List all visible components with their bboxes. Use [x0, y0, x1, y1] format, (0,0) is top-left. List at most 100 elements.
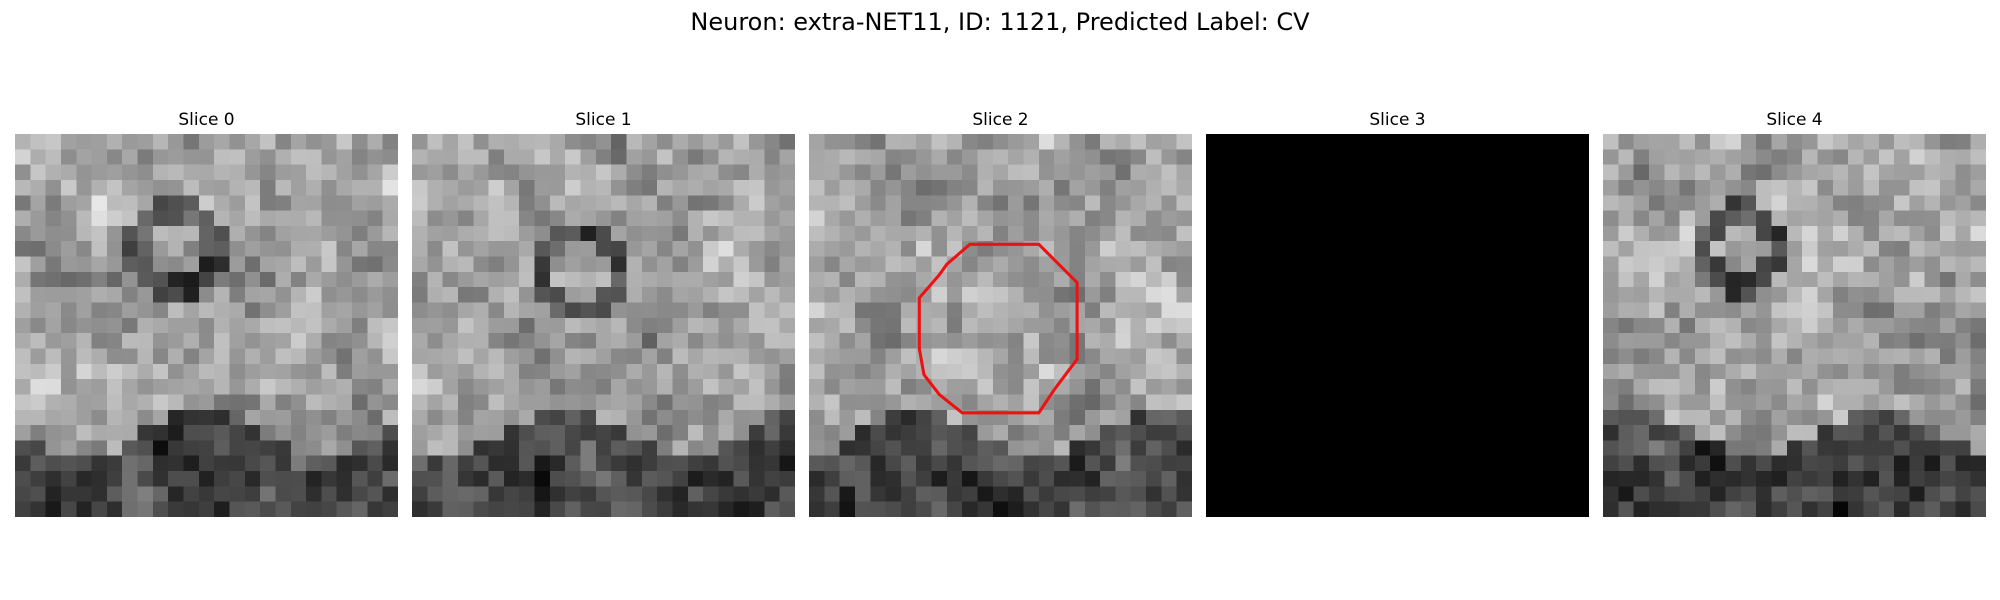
pixel: [183, 210, 200, 227]
pixel: [1725, 455, 1742, 472]
pixel: [779, 501, 795, 517]
pixel: [1756, 164, 1772, 181]
pixel: [580, 287, 597, 303]
pixel: [687, 333, 704, 349]
pixel: [1771, 317, 1788, 334]
pixel: [1817, 317, 1834, 334]
pixel: [1894, 471, 1910, 487]
pixel: [152, 241, 169, 257]
pixel: [1146, 195, 1162, 211]
pixel: [977, 287, 994, 303]
pixel: [1740, 287, 1757, 303]
pixel: [442, 179, 459, 196]
pixel: [870, 455, 886, 472]
pixel: [457, 440, 474, 457]
pixel: [122, 149, 138, 165]
pixel: [106, 440, 123, 457]
pixel: [1710, 348, 1726, 365]
pixel: [611, 287, 627, 303]
pixel: [1786, 225, 1803, 242]
slice-image-svg: [809, 134, 1192, 517]
pixel: [1863, 379, 1880, 395]
pixel: [106, 379, 123, 395]
pixel: [442, 501, 459, 517]
pixel: [137, 256, 154, 273]
pixel: [1130, 195, 1147, 211]
pixel: [106, 225, 123, 242]
pixel: [137, 225, 154, 242]
pixel: [244, 302, 261, 319]
pixel: [260, 333, 276, 349]
pixel: [1603, 440, 1619, 457]
pixel: [779, 195, 795, 211]
pixel: [1940, 486, 1956, 502]
pixel: [1940, 348, 1956, 365]
pixel: [183, 363, 200, 380]
pixel: [352, 471, 368, 487]
pixel: [1771, 471, 1788, 487]
pixel: [626, 134, 643, 150]
pixel: [1664, 179, 1680, 196]
pixel: [1161, 501, 1177, 517]
pixel: [931, 195, 948, 211]
pixel: [580, 210, 597, 227]
pixel: [275, 333, 292, 349]
pixel: [1863, 440, 1880, 457]
pixel: [1832, 302, 1849, 319]
pixel: [1771, 363, 1788, 380]
pixel: [1756, 287, 1772, 303]
pixel: [703, 471, 719, 487]
pixel: [214, 241, 230, 257]
pixel: [626, 501, 643, 517]
pixel: [946, 317, 963, 334]
pixel: [870, 302, 886, 319]
pixel: [1863, 179, 1880, 196]
pixel: [30, 195, 46, 211]
pixel: [854, 348, 871, 365]
pixel: [764, 501, 780, 517]
pixel: [1146, 333, 1162, 349]
pixel: [809, 302, 825, 319]
pixel: [854, 134, 871, 150]
pixel: [152, 149, 169, 165]
pixel: [260, 287, 276, 303]
pixel: [1633, 287, 1650, 303]
pixel: [306, 501, 322, 517]
pixel: [336, 471, 353, 487]
pixel: [1710, 409, 1726, 426]
pixel: [916, 210, 932, 227]
pixel: [870, 440, 886, 457]
pixel: [290, 225, 307, 242]
pixel: [900, 409, 917, 426]
pixel: [45, 195, 62, 211]
pixel: [809, 394, 825, 411]
pixel: [183, 317, 200, 334]
pixel: [1786, 271, 1803, 288]
pixel: [152, 440, 169, 457]
pixel: [1924, 501, 1941, 517]
pixel: [503, 363, 520, 380]
pixel: [503, 179, 520, 196]
pixel: [76, 317, 92, 334]
pixel: [1069, 210, 1086, 227]
pixel: [657, 195, 673, 211]
pixel: [1817, 348, 1834, 365]
pixel: [488, 409, 505, 426]
pixel: [1023, 302, 1040, 319]
pixel: [839, 440, 856, 457]
pixel: [183, 134, 200, 150]
pixel: [839, 455, 856, 472]
pixel: [442, 455, 459, 472]
pixel: [473, 486, 489, 502]
pixel: [672, 134, 689, 150]
pixel: [1771, 149, 1788, 165]
slice-image: [1603, 134, 1986, 517]
pixel: [824, 302, 840, 319]
pixel: [244, 256, 261, 273]
pixel: [1038, 501, 1055, 517]
pixel: [152, 287, 169, 303]
pixel: [1648, 210, 1665, 227]
pixel: [595, 501, 612, 517]
pixel: [1130, 348, 1147, 365]
pixel: [336, 486, 353, 502]
